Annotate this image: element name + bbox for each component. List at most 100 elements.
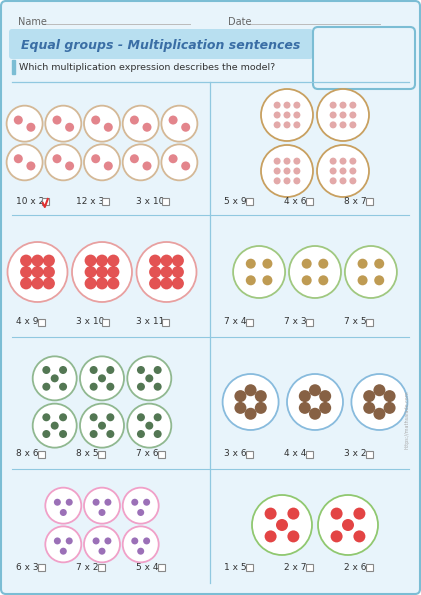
Text: 3 x 2: 3 x 2 (344, 449, 367, 459)
Circle shape (293, 158, 300, 165)
Circle shape (349, 121, 357, 129)
Circle shape (60, 547, 67, 555)
Circle shape (123, 145, 159, 180)
Circle shape (54, 537, 61, 544)
Circle shape (20, 277, 32, 289)
Circle shape (309, 384, 321, 396)
Bar (38, 318, 45, 325)
Circle shape (8, 242, 67, 302)
Circle shape (357, 275, 368, 286)
Circle shape (27, 161, 35, 170)
Circle shape (330, 530, 343, 543)
Circle shape (349, 111, 357, 118)
Circle shape (330, 111, 337, 118)
Circle shape (154, 430, 162, 438)
Circle shape (265, 530, 277, 543)
Circle shape (274, 111, 281, 118)
Circle shape (131, 537, 138, 544)
Circle shape (234, 390, 246, 402)
Circle shape (45, 106, 81, 142)
Circle shape (107, 266, 120, 278)
Circle shape (373, 408, 385, 419)
Bar (158, 450, 165, 458)
Bar (38, 450, 45, 458)
Circle shape (127, 356, 171, 400)
Circle shape (373, 384, 385, 396)
Circle shape (319, 390, 331, 402)
Circle shape (154, 414, 162, 421)
Circle shape (330, 102, 337, 109)
Circle shape (59, 383, 67, 391)
Circle shape (59, 430, 67, 438)
Circle shape (172, 255, 184, 267)
Text: 4 x 9: 4 x 9 (16, 318, 38, 327)
Circle shape (261, 145, 313, 197)
Circle shape (172, 266, 184, 278)
Circle shape (107, 366, 115, 374)
Bar (306, 450, 313, 458)
Text: Date: Date (228, 17, 251, 27)
Circle shape (309, 408, 321, 419)
Circle shape (339, 111, 346, 118)
Circle shape (104, 123, 113, 131)
Bar (98, 563, 105, 571)
Text: 6 x 3: 6 x 3 (16, 562, 39, 572)
Circle shape (104, 161, 113, 170)
Circle shape (299, 390, 311, 402)
Bar (102, 318, 109, 325)
Circle shape (93, 537, 100, 544)
Circle shape (32, 277, 43, 289)
Text: 2 x 6: 2 x 6 (344, 562, 367, 572)
Circle shape (66, 537, 73, 544)
Circle shape (339, 102, 346, 109)
Circle shape (45, 488, 81, 524)
Text: 2 x 7: 2 x 7 (284, 562, 306, 572)
Circle shape (43, 430, 51, 438)
Circle shape (246, 259, 256, 269)
Circle shape (107, 383, 115, 391)
Circle shape (90, 366, 98, 374)
Circle shape (85, 255, 96, 267)
Circle shape (32, 255, 43, 267)
Circle shape (130, 115, 139, 124)
Circle shape (96, 277, 108, 289)
Bar (162, 198, 169, 205)
Circle shape (299, 402, 311, 414)
Circle shape (27, 123, 35, 131)
Circle shape (161, 145, 197, 180)
Text: https://mathsalade.com: https://mathsalade.com (405, 391, 410, 449)
Circle shape (51, 422, 59, 430)
Circle shape (84, 488, 120, 524)
Circle shape (384, 390, 396, 402)
Circle shape (318, 259, 328, 269)
Circle shape (317, 89, 369, 141)
Circle shape (172, 277, 184, 289)
Circle shape (127, 403, 171, 447)
Circle shape (145, 422, 153, 430)
Text: Which multiplication expression describes the model?: Which multiplication expression describe… (19, 64, 275, 73)
Bar (38, 563, 45, 571)
Circle shape (384, 402, 396, 414)
Circle shape (274, 168, 281, 174)
Circle shape (123, 106, 159, 142)
Circle shape (7, 106, 43, 142)
Circle shape (59, 414, 67, 421)
Circle shape (98, 422, 106, 430)
Circle shape (160, 266, 173, 278)
Circle shape (363, 402, 375, 414)
Circle shape (84, 527, 120, 562)
Circle shape (99, 547, 106, 555)
Circle shape (45, 145, 81, 180)
Bar (42, 198, 49, 205)
Bar (246, 563, 253, 571)
Circle shape (137, 414, 145, 421)
Circle shape (283, 168, 290, 174)
Circle shape (353, 530, 365, 543)
Bar (98, 450, 105, 458)
Circle shape (14, 115, 23, 124)
Circle shape (374, 275, 384, 286)
Text: Name: Name (18, 17, 47, 27)
Circle shape (43, 255, 55, 267)
Circle shape (65, 161, 74, 170)
Circle shape (255, 390, 267, 402)
